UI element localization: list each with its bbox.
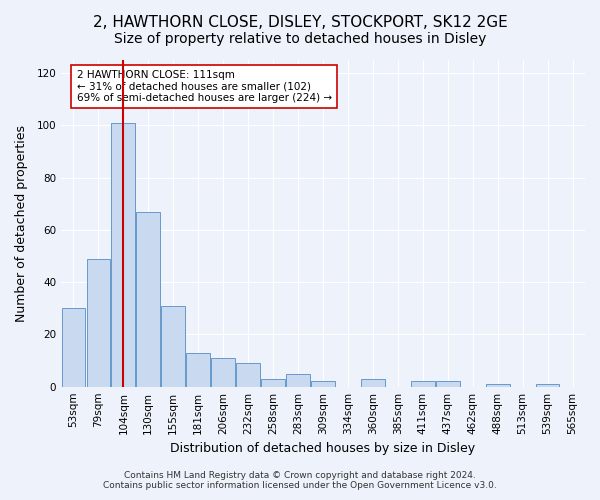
Bar (161, 306, 185, 386)
Bar (112, 122, 135, 386)
Bar (136, 212, 160, 386)
Bar (286, 374, 310, 386)
Y-axis label: Number of detached properties: Number of detached properties (15, 125, 28, 322)
Bar (411, 382, 434, 386)
X-axis label: Distribution of detached houses by size in Disley: Distribution of detached houses by size … (170, 442, 476, 455)
Bar (261, 379, 285, 386)
Bar (361, 379, 385, 386)
Text: 2, HAWTHORN CLOSE, DISLEY, STOCKPORT, SK12 2GE: 2, HAWTHORN CLOSE, DISLEY, STOCKPORT, SK… (92, 15, 508, 30)
Bar (236, 363, 260, 386)
Text: Contains HM Land Registry data © Crown copyright and database right 2024.
Contai: Contains HM Land Registry data © Crown c… (103, 470, 497, 490)
Bar (62, 308, 85, 386)
Bar (486, 384, 509, 386)
Bar (311, 382, 335, 386)
Text: 2 HAWTHORN CLOSE: 111sqm
← 31% of detached houses are smaller (102)
69% of semi-: 2 HAWTHORN CLOSE: 111sqm ← 31% of detach… (77, 70, 332, 103)
Bar (187, 352, 210, 386)
Bar (86, 258, 110, 386)
Bar (536, 384, 559, 386)
Bar (436, 382, 460, 386)
Bar (211, 358, 235, 386)
Text: Size of property relative to detached houses in Disley: Size of property relative to detached ho… (114, 32, 486, 46)
